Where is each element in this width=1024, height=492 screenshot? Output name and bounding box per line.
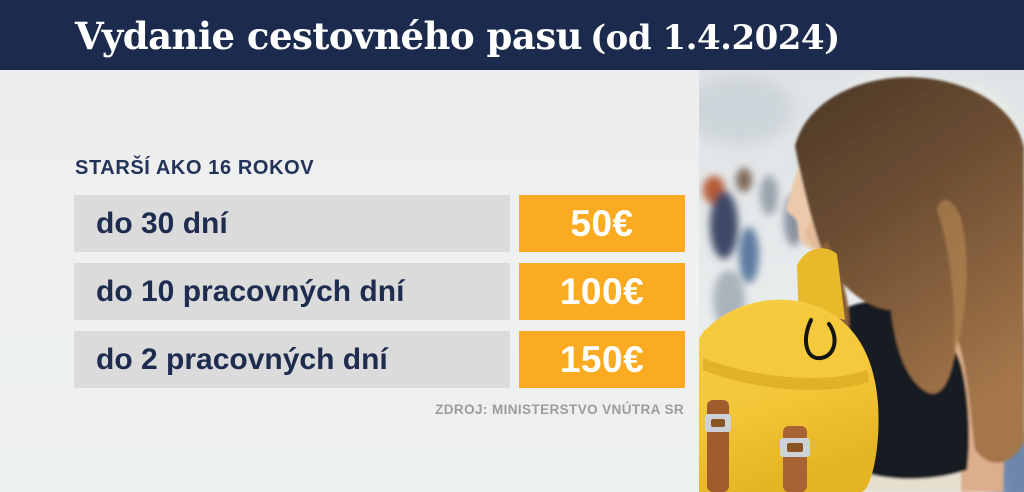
page-title-main: Vydanie cestovného pasu — [75, 14, 583, 58]
drawstring-cord — [804, 318, 837, 361]
fee-row-2-working-days: do 2 pracovných dní 150€ — [0, 331, 699, 388]
page-title: Vydanie cestovného pasu (od 1.4.2024) — [75, 0, 840, 70]
leather-strap-left — [707, 400, 729, 492]
fee-label: do 10 pracovných dní — [74, 263, 510, 320]
header-bar: Vydanie cestovného pasu (od 1.4.2024) — [0, 0, 1024, 70]
page-title-date: (od 1.4.2024) — [590, 18, 840, 58]
fee-price: 50€ — [519, 195, 685, 252]
fee-row-10-working-days: do 10 pracovných dní 100€ — [0, 263, 699, 320]
hair — [795, 77, 1024, 463]
traveler-photo-illustration — [699, 70, 1024, 492]
buckle-right-hole — [787, 443, 803, 452]
hair-highlight — [937, 200, 967, 360]
yellow-backpack — [699, 248, 879, 492]
fee-row-30-days: do 30 dní 50€ — [0, 195, 699, 252]
backpack-flap — [703, 303, 867, 381]
fee-price: 150€ — [519, 331, 685, 388]
leather-strap-right — [783, 426, 807, 492]
fee-panel: STARŠÍ AKO 16 ROKOV do 30 dní 50€ do 10 … — [0, 70, 699, 492]
section-label: STARŠÍ AKO 16 ROKOV — [75, 157, 315, 179]
fee-label: do 2 pracovných dní — [74, 331, 510, 388]
flap-fold-shadow — [703, 358, 869, 391]
buckle-left-hole — [711, 419, 725, 427]
fee-price: 100€ — [519, 263, 685, 320]
traveler-photo — [699, 70, 1024, 492]
fee-label: do 30 dní — [74, 195, 510, 252]
source-credit: ZDROJ: MINISTERSTVO VNÚTRA SR — [435, 402, 684, 417]
